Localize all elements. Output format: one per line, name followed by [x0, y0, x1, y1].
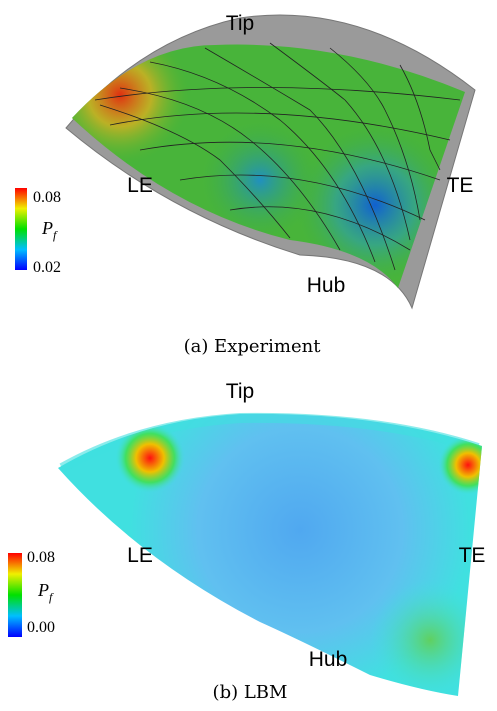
- colorbar: [8, 553, 22, 637]
- symbol-subscript: f: [49, 590, 54, 604]
- tip-label: Tip: [226, 12, 254, 35]
- tip-label: Tip: [226, 380, 254, 403]
- colorbar: [15, 188, 27, 270]
- colorbar-symbol: Pf: [37, 580, 54, 604]
- colorbar-min: 0.02: [33, 259, 61, 276]
- te-label: TE: [447, 174, 474, 197]
- figure: Tip LE TE Hub 0.08 Pf 0.02 (a) Experimen…: [0, 0, 497, 711]
- te-label: TE: [459, 544, 486, 567]
- symbol: P: [37, 580, 49, 600]
- panel-a: Tip LE TE Hub 0.08 Pf 0.02 (a) Experimen…: [15, 12, 475, 357]
- hub-label: Hub: [307, 274, 346, 297]
- symbol-subscript: f: [53, 228, 58, 242]
- colorbar-max: 0.08: [27, 549, 55, 566]
- caption: (a) Experiment: [184, 336, 322, 357]
- hub-label: Hub: [309, 648, 348, 671]
- colorbar-symbol: Pf: [41, 218, 58, 242]
- symbol: P: [41, 218, 53, 238]
- colorbar-min: 0.00: [27, 619, 55, 636]
- blade-blue2: [72, 45, 465, 288]
- blade-red2: [58, 414, 482, 696]
- le-label: LE: [127, 174, 153, 197]
- le-label: LE: [127, 544, 153, 567]
- colorbar-max: 0.08: [33, 189, 61, 206]
- panel-b: Tip LE TE Hub 0.08 Pf 0.00 (b) LBM: [8, 380, 485, 703]
- caption: (b) LBM: [213, 682, 288, 703]
